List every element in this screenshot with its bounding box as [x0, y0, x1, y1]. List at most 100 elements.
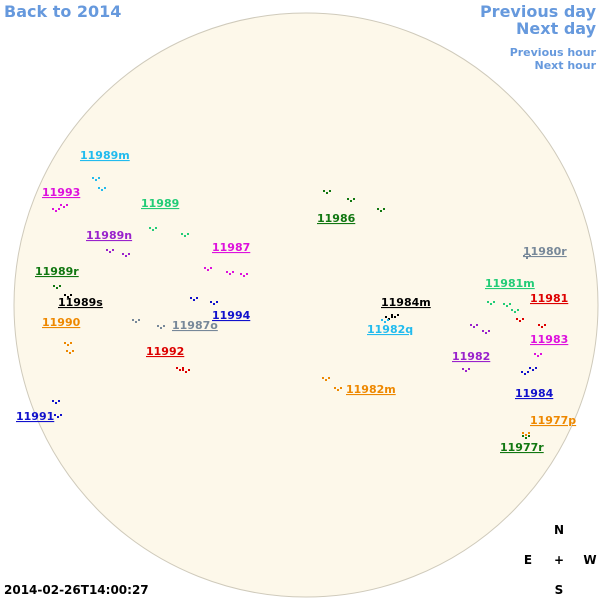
sunspot: [347, 198, 349, 200]
sunspot: [544, 324, 546, 326]
sunspot: [128, 253, 130, 255]
sunspot: [385, 316, 387, 318]
sunspot: [112, 249, 114, 251]
sunspot: [528, 435, 530, 437]
region-label[interactable]: 11989r: [35, 265, 79, 278]
sunspots: [52, 177, 546, 439]
sunspot: [182, 367, 184, 369]
sunspot: [526, 257, 528, 259]
sunspot: [514, 311, 516, 313]
region-label[interactable]: 11990: [42, 316, 81, 329]
sunspot: [323, 190, 325, 192]
sunspot: [64, 294, 66, 296]
sunspot: [54, 414, 56, 416]
sunspot: [525, 437, 527, 439]
region-label[interactable]: 11989n: [86, 229, 132, 242]
sunspot: [493, 301, 495, 303]
sunspot: [196, 297, 198, 299]
solar-disk: [13, 12, 599, 598]
sunspot: [465, 370, 467, 372]
sunspot: [207, 269, 209, 271]
region-labels: 11989m 11993 11989 11989n 11987 11989r 11989s 1…: [16, 149, 576, 454]
sunspot: [52, 208, 54, 210]
previous-day-link[interactable]: Previous day: [480, 2, 597, 21]
sunspot: [95, 179, 97, 181]
sunspot: [476, 324, 478, 326]
sunspot: [509, 303, 511, 305]
region-label[interactable]: 11982: [452, 350, 490, 363]
sunspot: [53, 285, 55, 287]
sunspot: [135, 321, 137, 323]
region-label[interactable]: 11994: [212, 309, 251, 322]
compass-north: N: [554, 523, 564, 537]
region-label[interactable]: 11989s: [58, 296, 103, 309]
region-label[interactable]: 11980r: [523, 245, 567, 258]
sunspot: [527, 371, 529, 373]
sunspot: [537, 355, 539, 357]
region-label[interactable]: 11983: [530, 333, 568, 346]
back-link[interactable]: Back to 2014: [4, 2, 121, 21]
sunspot: [59, 285, 61, 287]
region-label[interactable]: 11984m: [381, 296, 431, 309]
region-label[interactable]: 11982m: [346, 383, 396, 396]
previous-hour-link[interactable]: Previous hour: [510, 46, 597, 59]
sunspot: [470, 324, 472, 326]
sunspot: [210, 267, 212, 269]
region-label[interactable]: 11984: [515, 387, 554, 400]
sunspot: [67, 344, 69, 346]
sunspot: [185, 371, 187, 373]
sunspot: [104, 187, 106, 189]
sunspot: [138, 319, 140, 321]
sunspot: [70, 342, 72, 344]
sunspot: [149, 227, 151, 229]
sunspot: [391, 316, 393, 318]
region-label[interactable]: 11992: [146, 345, 184, 358]
sunspot: [529, 255, 531, 257]
sunspot: [190, 297, 192, 299]
sunspot: [517, 309, 519, 311]
sunspot: [66, 204, 68, 206]
region-label[interactable]: 11981m: [485, 277, 535, 290]
sunspot: [541, 326, 543, 328]
sunspot: [98, 177, 100, 179]
region-label[interactable]: 11977p: [530, 414, 576, 427]
sunspot: [353, 198, 355, 200]
region-label[interactable]: 11982q: [367, 323, 413, 336]
sunspot: [381, 319, 383, 321]
sunspot: [72, 350, 74, 352]
sunspot: [60, 204, 62, 206]
sunspot: [181, 233, 183, 235]
sunspot: [64, 342, 66, 344]
sunspot: [246, 273, 248, 275]
sunspot: [326, 192, 328, 194]
sunspot: [522, 432, 524, 434]
sunspot: [157, 325, 159, 327]
sunspot: [58, 208, 60, 210]
sunspot: [56, 287, 58, 289]
sunspot: [193, 299, 195, 301]
region-label[interactable]: 11977r: [500, 441, 544, 454]
region-label[interactable]: 11993: [42, 186, 80, 199]
sunspot: [57, 416, 59, 418]
sunspot: [155, 227, 157, 229]
sunspot: [204, 267, 206, 269]
region-label[interactable]: 11986: [317, 212, 356, 225]
sunspot: [506, 305, 508, 307]
region-label[interactable]: 11981: [530, 292, 568, 305]
sunspot: [67, 296, 69, 298]
sunspot: [187, 233, 189, 235]
next-hour-link[interactable]: Next hour: [535, 59, 597, 72]
region-label[interactable]: 11989: [141, 197, 179, 210]
sunspot: [106, 249, 108, 251]
sunspot: [329, 190, 331, 192]
sunspot: [176, 367, 178, 369]
region-label[interactable]: 11987: [212, 241, 250, 254]
sunspot: [482, 330, 484, 332]
sunspot: [182, 369, 184, 371]
next-day-link[interactable]: Next day: [516, 19, 597, 38]
region-label[interactable]: 11987o: [172, 319, 218, 332]
sunspot: [92, 177, 94, 179]
sunspot: [528, 432, 530, 434]
region-label[interactable]: 11991: [16, 410, 54, 423]
region-label[interactable]: 11989m: [80, 149, 130, 162]
